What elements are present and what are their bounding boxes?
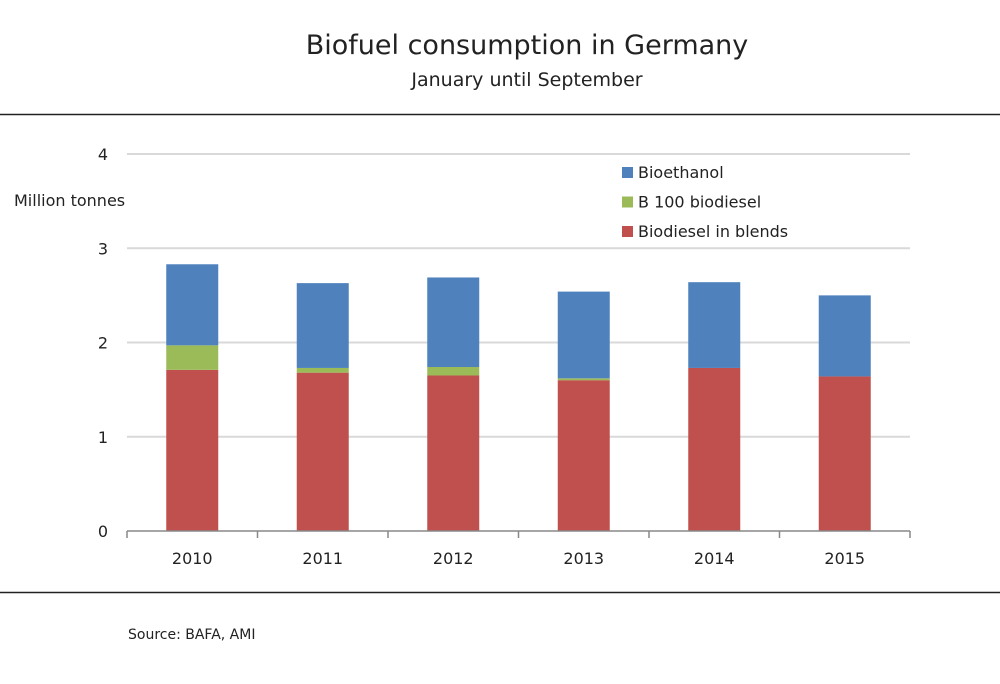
bar-segment: [427, 375, 480, 531]
legend-swatch: [622, 226, 633, 237]
legend-label: Bioethanol: [638, 163, 724, 182]
y-tick-label: 3: [98, 239, 108, 258]
bar-segment: [166, 369, 219, 531]
legend-swatch: [622, 167, 633, 178]
y-tick-label: 1: [98, 428, 108, 447]
bar-segment: [296, 372, 349, 531]
x-tick-label: 2011: [302, 549, 343, 568]
bar-segment: [296, 367, 349, 373]
x-tick-label: 2015: [824, 549, 865, 568]
source-note: Source: BAFA, AMI: [128, 627, 255, 643]
y-tick-label: 4: [98, 145, 108, 164]
bar-segment: [818, 376, 871, 531]
bar-segment: [166, 264, 219, 346]
y-tick-label: 0: [98, 522, 108, 541]
legend-label: B 100 biodiesel: [638, 193, 761, 212]
legend-label: Biodiesel in blends: [638, 222, 788, 241]
chart-subtitle: January until September: [410, 69, 642, 91]
bar-segment: [296, 283, 349, 368]
bar-segment: [166, 345, 219, 370]
chart-title: Biofuel consumption in Germany: [306, 30, 749, 61]
x-tick-label: 2012: [433, 549, 474, 568]
bar-segment: [557, 380, 610, 531]
bar-segment: [557, 291, 610, 379]
x-tick-label: 2014: [694, 549, 735, 568]
x-tick-label: 2010: [172, 549, 213, 568]
bar-segment: [818, 295, 871, 377]
y-tick-label: 2: [98, 334, 108, 353]
bar-segment: [688, 282, 741, 368]
x-tick-label: 2013: [563, 549, 604, 568]
bar-segment: [427, 277, 480, 368]
bar-segment: [688, 367, 741, 531]
y-axis-label: Million tonnes: [14, 191, 125, 210]
legend-swatch: [622, 196, 633, 208]
bar-segment: [557, 378, 610, 381]
bar-segment: [427, 367, 480, 376]
